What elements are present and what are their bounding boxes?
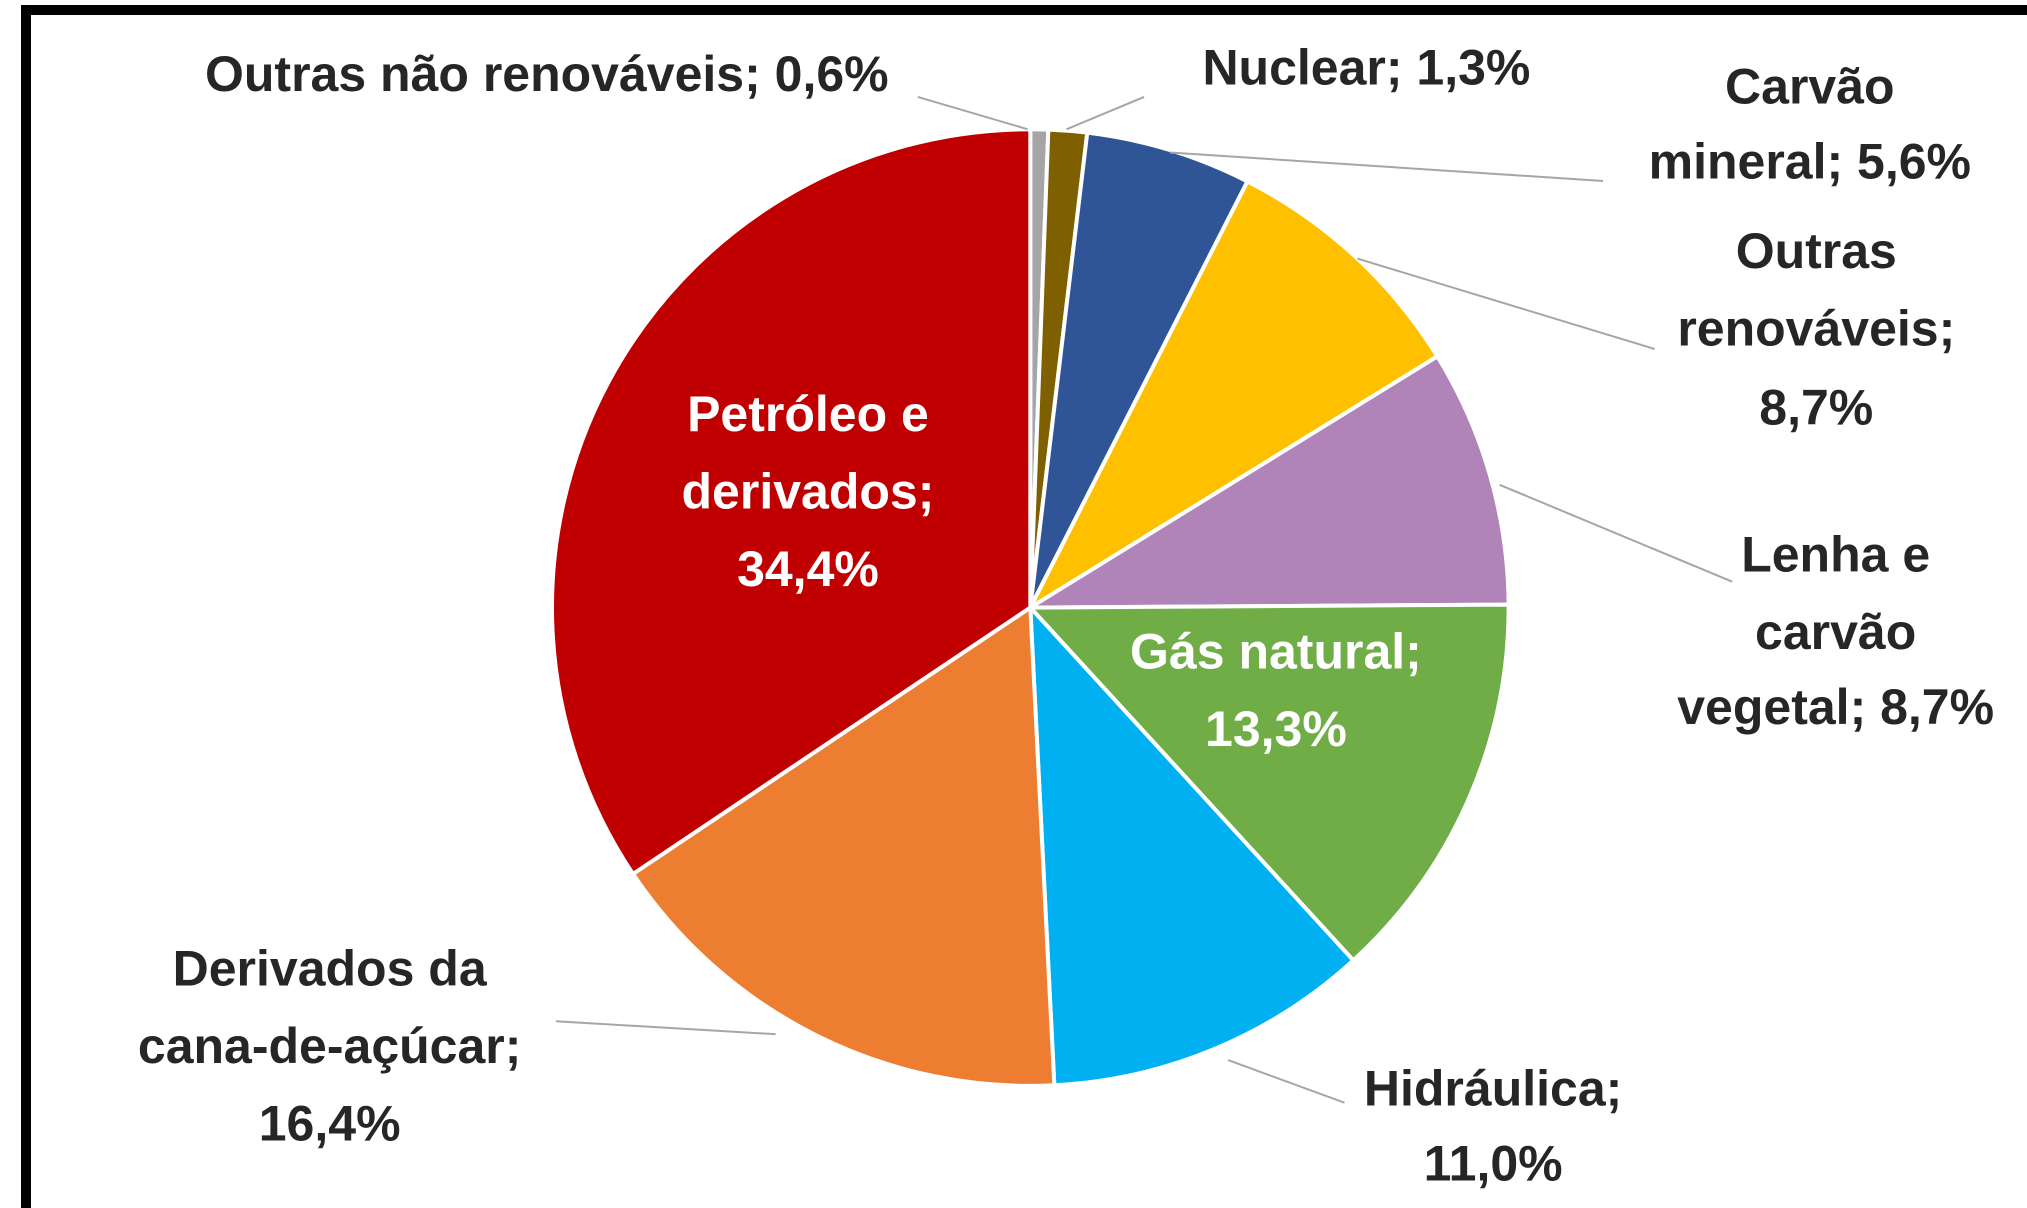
- data-label: Hidráulica;: [1364, 1061, 1622, 1117]
- pie-slice: [1028, 130, 1251, 609]
- data-label: Carvão: [1725, 59, 1895, 115]
- data-label: Gás natural;: [1130, 624, 1422, 680]
- data-label: carvão: [1755, 604, 1916, 660]
- leader-line: [555, 1020, 776, 1036]
- data-label: cana-de-açúcar;: [138, 1018, 522, 1074]
- data-label: vegetal; 8,7%: [1677, 679, 1994, 735]
- frame: [21, 5, 2027, 1208]
- data-label: Petróleo e: [687, 386, 929, 442]
- data-label: 16,4%: [259, 1095, 401, 1151]
- leader-line: [1227, 1059, 1345, 1104]
- data-label: 8,7%: [1759, 379, 1873, 435]
- pie-slice: [1025, 178, 1441, 614]
- pie-slice: [1028, 602, 1357, 1088]
- data-label: 11,0%: [1424, 1136, 1563, 1192]
- data-label: Outras não renováveis; 0,6%: [205, 46, 889, 102]
- leader-line: [1066, 96, 1145, 131]
- data-label: 13,3%: [1205, 701, 1347, 757]
- leader-line: [1499, 483, 1733, 583]
- leader-line: [1357, 257, 1655, 350]
- leader-line: [1169, 151, 1604, 182]
- pie-slice: [1023, 353, 1511, 610]
- data-label: Derivados da: [173, 940, 488, 996]
- leader-line: [917, 95, 1029, 131]
- pie-slice: [630, 603, 1057, 1088]
- pie-slice: [550, 127, 1033, 877]
- data-label: Lenha e: [1741, 527, 1930, 583]
- data-label: 34,4%: [737, 541, 879, 597]
- pie-slice: [1025, 602, 1511, 964]
- data-label: derivados;: [682, 463, 935, 519]
- data-label: renováveis;: [1677, 300, 1955, 356]
- data-label: mineral; 5,6%: [1649, 134, 1971, 190]
- data-label: Nuclear; 1,3%: [1202, 39, 1530, 95]
- data-label: Outras: [1736, 223, 1897, 279]
